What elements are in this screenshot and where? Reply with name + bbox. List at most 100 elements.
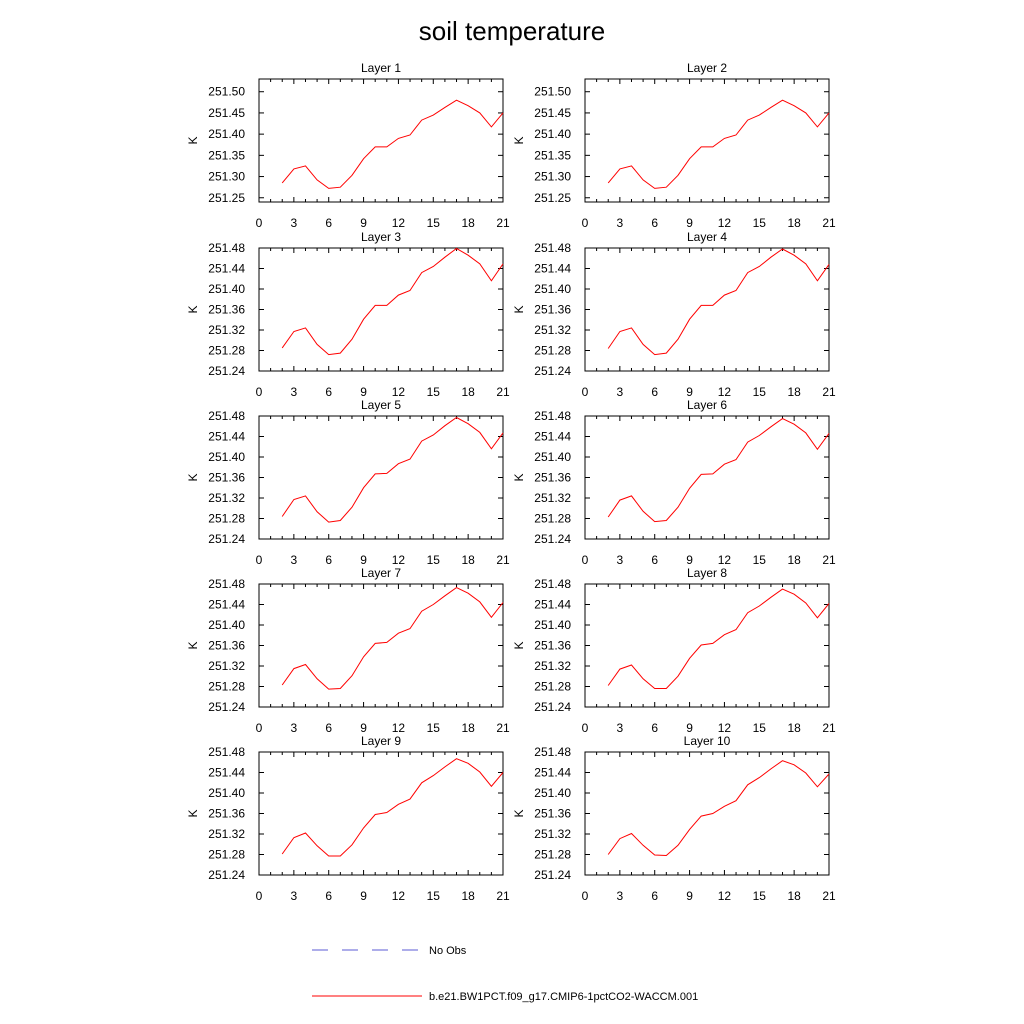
y-tick-label: 251.28 xyxy=(534,344,571,358)
x-tick-label: 9 xyxy=(360,216,367,230)
panel-layer-4: Layer 4 0 3 6 9 12 15 18 21 251.24 251.28 251.32 251… xyxy=(512,230,836,399)
x-tick-label: 12 xyxy=(718,889,732,903)
x-tick-label: 3 xyxy=(617,216,624,230)
series-line xyxy=(607,99,830,189)
x-tick-label: 9 xyxy=(686,385,693,399)
x-tick-label: 15 xyxy=(753,216,767,230)
y-tick-label: 251.24 xyxy=(208,532,245,546)
x-tick-label: 18 xyxy=(461,385,475,399)
y-tick-label: 251.40 xyxy=(208,786,245,800)
x-tick-label: 9 xyxy=(360,721,367,735)
plot-frame xyxy=(584,415,830,540)
plot-frame xyxy=(258,247,504,372)
panel-grid: Layer 10 3 6 9 12 15 18 21251.25251.30251.35251… xyxy=(186,61,836,903)
y-tick-label: 251.24 xyxy=(534,700,571,714)
y-tick-label: 251.32 xyxy=(208,659,245,673)
y-axis-label: K xyxy=(186,305,200,313)
y-axis-label: K xyxy=(512,136,526,144)
y-tick-label: 251.44 xyxy=(208,598,245,612)
y-tick-label: 251.28 xyxy=(534,848,571,862)
panel-title: Layer 1 xyxy=(361,61,401,75)
x-tick-label: 18 xyxy=(461,889,475,903)
x-tick-label: 21 xyxy=(496,385,510,399)
y-tick-label: 251.25 xyxy=(208,191,245,205)
series-line xyxy=(607,248,830,356)
panel-layer-6: Layer 6 0 3 6 9 12 15 18 21 251.24 251.28 251.32 251… xyxy=(512,398,836,567)
x-tick-label: 3 xyxy=(291,385,298,399)
x-tick-label: 9 xyxy=(360,553,367,567)
y-tick-label: 251.28 xyxy=(534,512,571,526)
panel-layer-3: Layer 3 0 3 6 9 12 15 18 21 251.24 251.28 251.32 251… xyxy=(186,230,510,399)
y-tick-label: 251.32 xyxy=(208,491,245,505)
y-axis-label: K xyxy=(186,473,200,481)
series-line xyxy=(281,587,504,690)
y-tick-label: 251.48 xyxy=(534,409,571,423)
series-line xyxy=(281,247,504,356)
x-tick-label: 21 xyxy=(496,721,510,735)
y-tick-label: 251.32 xyxy=(208,827,245,841)
x-tick-label: 18 xyxy=(461,216,475,230)
legend-model-label: b.e21.BW1PCT.f09_g17.CMIP6-1pctCO2-WACCM… xyxy=(429,991,698,1003)
series-line xyxy=(281,416,504,523)
plot-frame xyxy=(584,751,830,876)
y-axis-label: K xyxy=(186,641,200,649)
y-tick-label: 251.44 xyxy=(534,766,571,780)
plot-frame xyxy=(258,415,504,540)
x-tick-label: 18 xyxy=(461,721,475,735)
y-axis-label: K xyxy=(186,136,200,144)
y-tick-label: 251.36 xyxy=(534,639,571,653)
y-tick-label: 251.30 xyxy=(208,170,245,184)
panel-title: Layer 5 xyxy=(361,398,401,412)
y-tick-label: 251.32 xyxy=(534,491,571,505)
y-tick-label: 251.44 xyxy=(208,766,245,780)
x-tick-label: 6 xyxy=(325,553,332,567)
x-tick-label: 18 xyxy=(787,721,801,735)
x-tick-label: 21 xyxy=(822,889,836,903)
x-tick-label: 21 xyxy=(496,216,510,230)
y-tick-label: 251.24 xyxy=(208,700,245,714)
panel-title: Layer 6 xyxy=(687,398,727,412)
y-tick-label: 251.44 xyxy=(208,430,245,444)
y-tick-label: 251.40 xyxy=(534,618,571,632)
x-tick-label: 3 xyxy=(617,385,624,399)
x-tick-label: 21 xyxy=(496,553,510,567)
series-line xyxy=(607,418,830,523)
legend-no-obs-label: No Obs xyxy=(429,945,467,957)
y-tick-label: 251.48 xyxy=(208,409,245,423)
x-tick-label: 15 xyxy=(753,385,767,399)
panel-layer-2: Layer 2 0 3 6 9 12 15 18 21 251.25 251.30 251.35 251… xyxy=(512,61,836,230)
x-tick-label: 9 xyxy=(686,553,693,567)
series-line xyxy=(281,99,504,189)
y-tick-label: 251.35 xyxy=(534,148,571,162)
panel-layer-7: Layer 7 0 3 6 9 12 15 18 21 251.24 251.28 251.32 251… xyxy=(186,566,510,735)
y-tick-label: 251.44 xyxy=(534,598,571,612)
x-tick-label: 0 xyxy=(582,553,589,567)
x-tick-label: 15 xyxy=(753,889,767,903)
panel-title: Layer 7 xyxy=(361,566,401,580)
y-tick-label: 251.48 xyxy=(534,577,571,591)
y-axis-label: K xyxy=(512,809,526,817)
x-tick-label: 3 xyxy=(291,553,298,567)
x-tick-label: 3 xyxy=(291,889,298,903)
y-tick-label: 251.36 xyxy=(534,303,571,317)
y-tick-label: 251.40 xyxy=(208,618,245,632)
panel-title: Layer 9 xyxy=(361,734,401,748)
x-tick-label: 12 xyxy=(718,385,732,399)
panel-layer-5: Layer 5 0 3 6 9 12 15 18 21 251.24 251.28 251.32 251… xyxy=(186,398,510,567)
y-tick-label: 251.40 xyxy=(208,282,245,296)
figure-title: soil temperature xyxy=(419,16,605,46)
series-line xyxy=(607,588,830,689)
panel-layer-1: Layer 1 0 3 6 9 12 15 18 21 251.25 251.30 251.35 251… xyxy=(186,61,510,230)
panel-layer-9: Layer 9 0 3 6 9 12 15 18 21 251.24 251.28 251.32 251… xyxy=(186,734,510,903)
y-tick-label: 251.48 xyxy=(534,745,571,759)
y-axis-label: K xyxy=(186,809,200,817)
x-tick-label: 6 xyxy=(325,721,332,735)
panel-title: Layer 10 xyxy=(684,734,731,748)
x-tick-label: 12 xyxy=(392,216,406,230)
y-tick-label: 251.24 xyxy=(534,532,571,546)
x-tick-label: 21 xyxy=(822,553,836,567)
plot-frame xyxy=(584,78,830,203)
x-tick-label: 15 xyxy=(753,553,767,567)
panel-layer-8: Layer 8 0 3 6 9 12 15 18 21 251.24 251.28 251.32 251… xyxy=(512,566,836,735)
panel-title: Layer 2 xyxy=(687,61,727,75)
